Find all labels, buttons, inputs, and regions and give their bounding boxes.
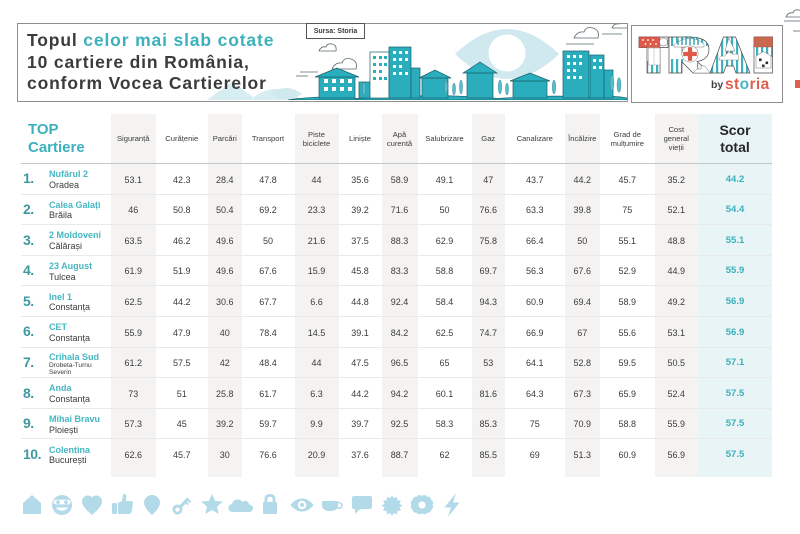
svg-text:storia: storia (725, 76, 770, 93)
svg-text:by: by (711, 79, 723, 91)
